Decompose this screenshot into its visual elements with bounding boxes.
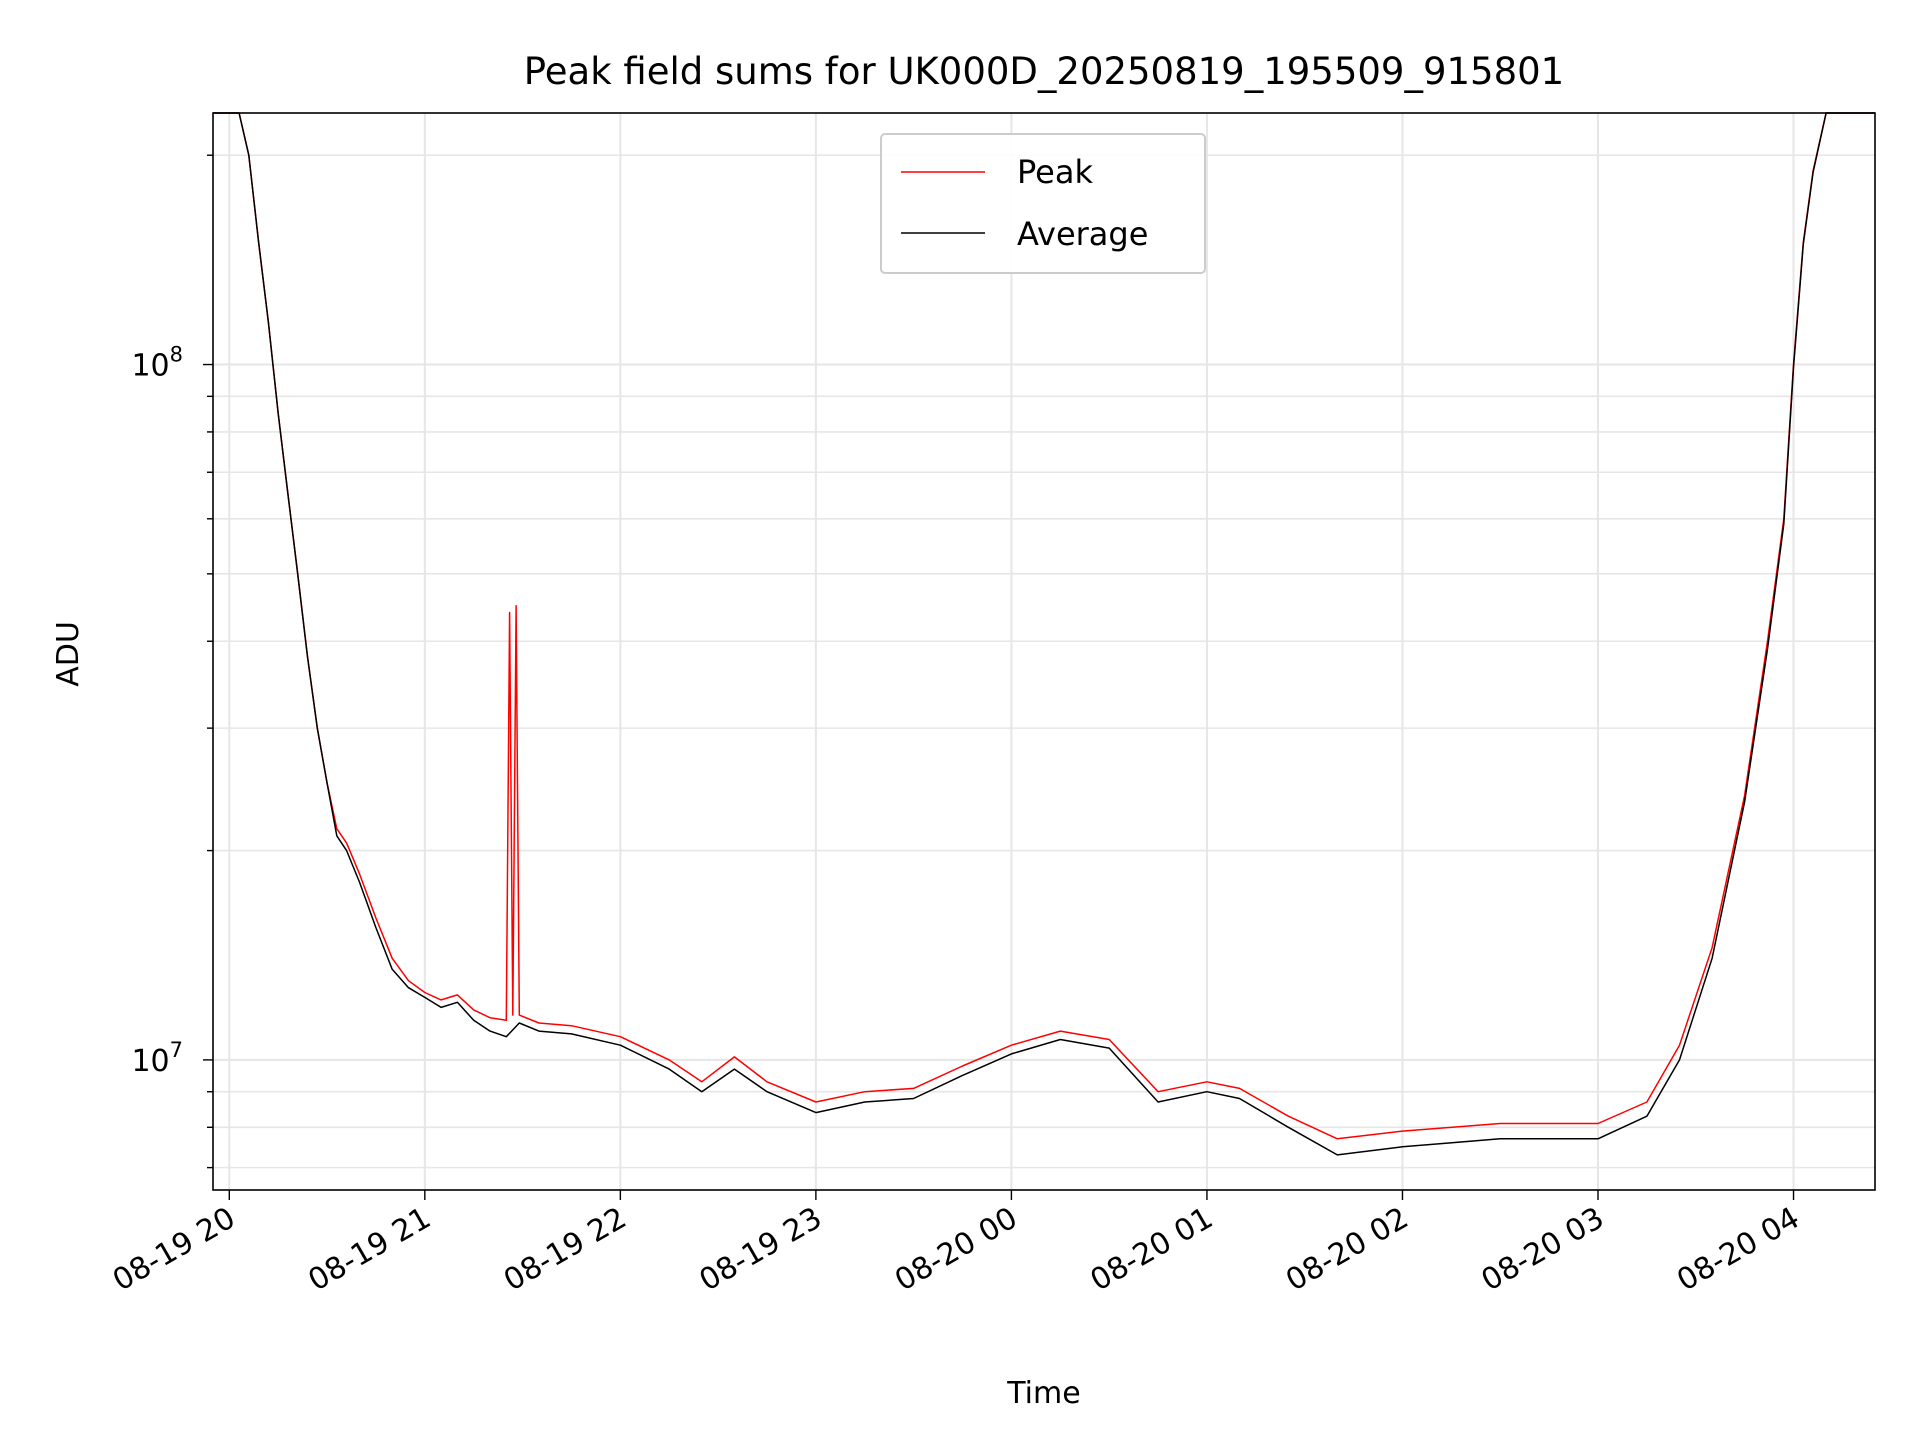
plot-frame xyxy=(212,112,1876,1191)
series-layer xyxy=(213,112,1875,1156)
legend-average-label: Average xyxy=(1017,215,1148,253)
legend-box xyxy=(880,133,1206,274)
grid xyxy=(213,113,1875,1190)
legend-peak-label: Peak xyxy=(1017,153,1093,191)
y-axis: 107 108 xyxy=(131,154,213,1169)
y-tick-label: 108 xyxy=(131,343,183,384)
y-axis-label: ADU xyxy=(51,621,86,687)
legend: Peak Average xyxy=(880,133,1206,274)
chart-title: Peak field sums for UK000D_20250819_1955… xyxy=(524,50,1564,93)
series-line-average xyxy=(213,112,1875,1156)
y-tick-label: 107 xyxy=(131,1038,183,1079)
x-axis-label: Time xyxy=(1006,1376,1080,1411)
